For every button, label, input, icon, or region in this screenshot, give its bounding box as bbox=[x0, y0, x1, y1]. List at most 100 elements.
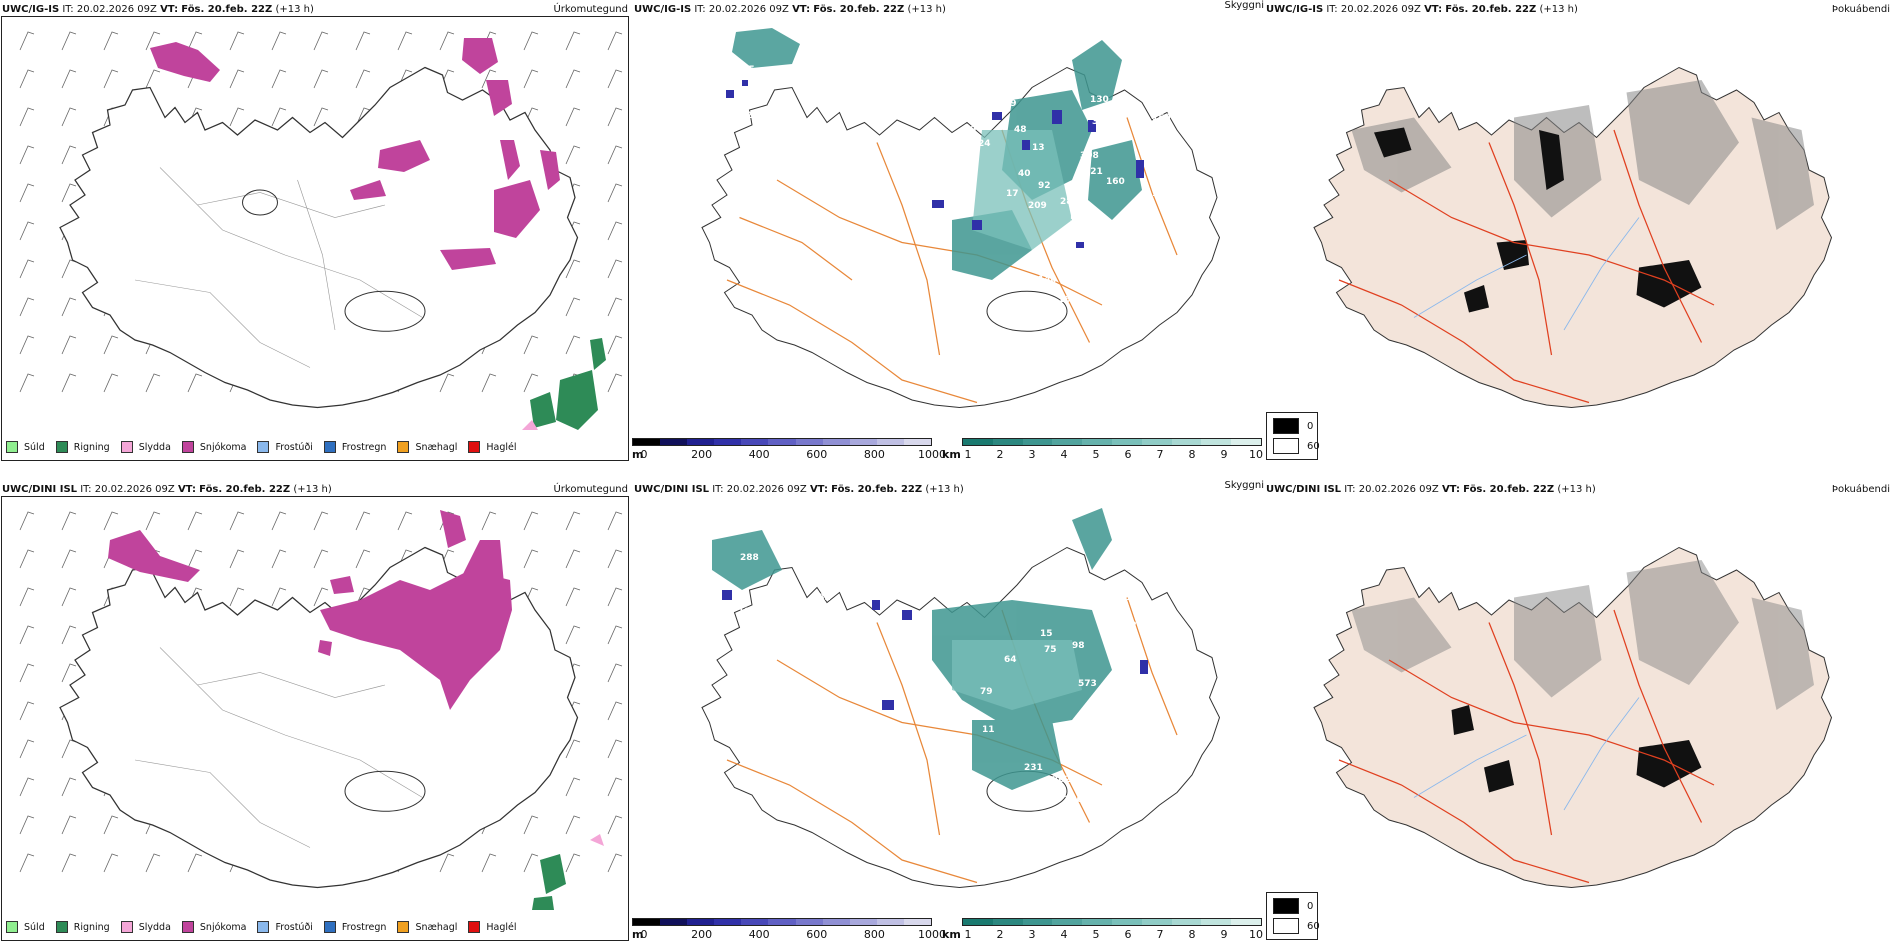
wind-barb bbox=[19, 259, 35, 279]
wind-barb bbox=[187, 853, 203, 873]
wind-barb bbox=[145, 511, 161, 531]
wind-barb bbox=[61, 145, 77, 165]
wind-barb bbox=[229, 69, 245, 89]
wind-barb bbox=[19, 31, 35, 51]
colorbar-segment bbox=[992, 919, 1023, 925]
it-value: 20.02.2026 09Z bbox=[1358, 484, 1439, 495]
wind-barb bbox=[565, 777, 581, 797]
height-label: 163 bbox=[1058, 295, 1077, 305]
visibility-panel-top: UWC/IG-IS IT: 20.02.2026 09Z VT: Fös. 20… bbox=[632, 0, 1264, 470]
colorbar-segment bbox=[876, 439, 904, 445]
it-label: IT: bbox=[712, 484, 724, 495]
wind-barb bbox=[19, 107, 35, 127]
wind-barb bbox=[103, 853, 119, 873]
fog-swatch-0 bbox=[1273, 898, 1299, 914]
legend-item: Snæhagl bbox=[397, 918, 457, 936]
vt-label: VT: bbox=[809, 484, 828, 495]
height-label: 262 bbox=[1052, 775, 1071, 785]
colorbar-segment bbox=[849, 439, 877, 445]
legend-label: Frostregn bbox=[341, 441, 387, 453]
wind-barb bbox=[607, 511, 623, 531]
colorbar-segment bbox=[741, 439, 769, 445]
wind-barb bbox=[145, 69, 161, 89]
wind-barb bbox=[61, 69, 77, 89]
panel-header: UWC/IG-IS IT: 20.02.2026 09Z VT: Fös. 20… bbox=[634, 4, 946, 15]
model-name: UWC/DINI ISL bbox=[634, 484, 710, 495]
panel-title: Úrkomutegund bbox=[553, 484, 628, 495]
wind-barb bbox=[61, 815, 77, 835]
wind-barb bbox=[103, 373, 119, 393]
legend-item: Rigning bbox=[55, 438, 110, 456]
wind-barb bbox=[355, 31, 371, 51]
height-label: 17 bbox=[1006, 189, 1019, 199]
it-label: IT: bbox=[694, 4, 706, 15]
row-ig-is: UWC/IG-IS IT: 20.02.2026 09Z VT: Fös. 20… bbox=[0, 0, 1900, 470]
it-label: IT: bbox=[1344, 484, 1356, 495]
vt-value: Fös. 20.feb. 22Z bbox=[831, 484, 923, 495]
wind-barb bbox=[19, 663, 35, 683]
panel-title: Skyggni bbox=[1224, 0, 1264, 11]
wind-barb bbox=[565, 259, 581, 279]
legend-item: Frostregn bbox=[323, 918, 386, 936]
colorbar-segment bbox=[1111, 919, 1142, 925]
vt-label: VT: bbox=[160, 4, 179, 15]
legend-item: Haglél bbox=[468, 918, 517, 936]
legend-label: Haglél bbox=[486, 921, 517, 933]
fog-legend-top: 0 60 bbox=[1266, 412, 1320, 460]
wind-barb bbox=[355, 69, 371, 89]
wind-barb bbox=[565, 587, 581, 607]
model-name: UWC/IG-IS bbox=[634, 4, 692, 15]
wind-barb bbox=[565, 107, 581, 127]
wind-barb bbox=[145, 853, 161, 873]
legend-item: Súld bbox=[6, 438, 45, 456]
vt-value: Fös. 20.feb. 22Z bbox=[813, 4, 905, 15]
map-frame bbox=[1, 16, 629, 461]
height-label: 29 bbox=[964, 125, 977, 135]
wind-barb bbox=[481, 853, 497, 873]
colorbar-tick-label: 6 bbox=[1124, 928, 1132, 941]
vt-value: Fös. 20.feb. 22Z bbox=[199, 484, 291, 495]
wind-barb bbox=[19, 511, 35, 531]
height-label: 24 bbox=[978, 139, 991, 149]
height-label: 101 bbox=[1152, 189, 1171, 199]
panel-header: UWC/IG-IS IT: 20.02.2026 09Z VT: Fös. 20… bbox=[2, 4, 314, 15]
fog-swatch-0 bbox=[1273, 418, 1299, 434]
wind-barb bbox=[61, 739, 77, 759]
height-label: 122 bbox=[740, 111, 759, 121]
legend-swatch bbox=[323, 921, 336, 933]
wind-barb bbox=[607, 221, 623, 241]
wind-barb bbox=[565, 297, 581, 317]
colorbar-tick-label: 400 bbox=[748, 448, 770, 461]
colorbar-segment bbox=[687, 439, 715, 445]
fog-map bbox=[1313, 66, 1833, 409]
colorbar-tick-label: 2 bbox=[996, 448, 1004, 461]
wind-barb bbox=[271, 69, 287, 89]
wind-barb bbox=[565, 739, 581, 759]
vt-label: VT: bbox=[1424, 4, 1443, 15]
legend-label: Frostúði bbox=[275, 921, 313, 933]
colorbar-tick-label: 1000 bbox=[918, 928, 946, 941]
legend-swatch bbox=[6, 921, 18, 933]
colorbar-tick-label: 8 bbox=[1188, 448, 1196, 461]
wind-barb bbox=[229, 587, 245, 607]
legend-item: Frostúði bbox=[257, 438, 313, 456]
colorbar-segment bbox=[903, 439, 932, 445]
height-label: 13 bbox=[1032, 143, 1045, 153]
legend-item: Slydda bbox=[120, 438, 171, 456]
panel-title: Þokuábendi bbox=[1831, 484, 1890, 495]
height-label: 302 bbox=[1162, 643, 1181, 653]
height-label: 150 bbox=[1152, 113, 1171, 123]
colorbar-tick-label: 0 bbox=[640, 448, 648, 461]
height-label: 323 bbox=[1154, 605, 1173, 615]
wind-barb bbox=[19, 145, 35, 165]
precip-type-panel-bottom: UWC/DINI ISL IT: 20.02.2026 09Z VT: Fös.… bbox=[0, 480, 632, 950]
height-colorbar bbox=[632, 438, 932, 446]
wind-barb bbox=[145, 31, 161, 51]
height-label: 31 bbox=[1030, 283, 1043, 293]
wind-barb bbox=[61, 663, 77, 683]
panel-title: Þokuábendi bbox=[1831, 4, 1890, 15]
panel-header: UWC/DINI ISL IT: 20.02.2026 09Z VT: Fös.… bbox=[634, 484, 964, 495]
colorbar-tick-label: 400 bbox=[748, 928, 770, 941]
colorbar-segment bbox=[1201, 439, 1232, 445]
